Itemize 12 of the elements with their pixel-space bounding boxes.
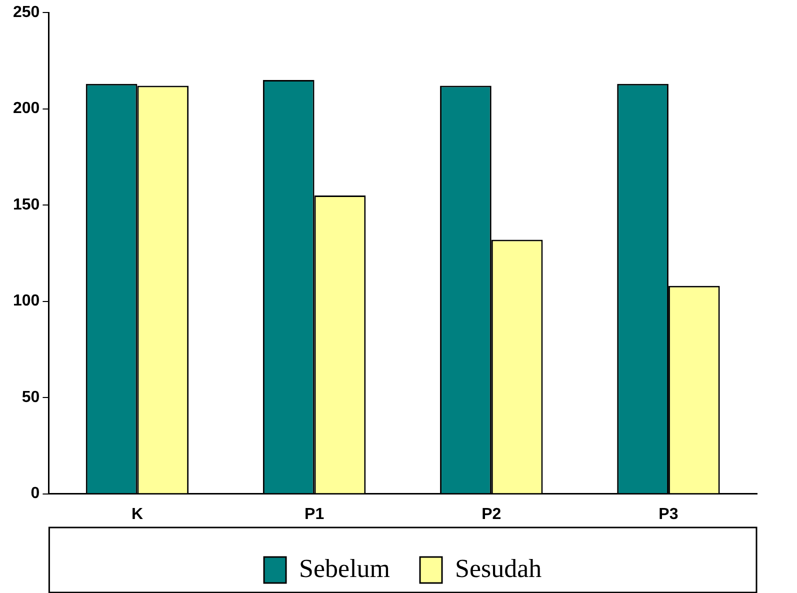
x-tick-label: P2 [482, 506, 502, 523]
legend-label: Sesudah [455, 554, 542, 583]
x-tick-label: P1 [304, 506, 324, 523]
y-tick-label: 200 [12, 100, 40, 118]
y-tick-label: 150 [12, 196, 40, 214]
y-tick-label: 50 [22, 388, 40, 406]
x-tick-label: K [131, 506, 144, 523]
y-tick-label: 100 [12, 292, 40, 310]
x-tick-label: P3 [658, 506, 678, 523]
y-tick-label: 0 [30, 485, 40, 502]
y-tick-label: 250 [12, 4, 40, 22]
legend-label: Sebelum [299, 554, 390, 583]
